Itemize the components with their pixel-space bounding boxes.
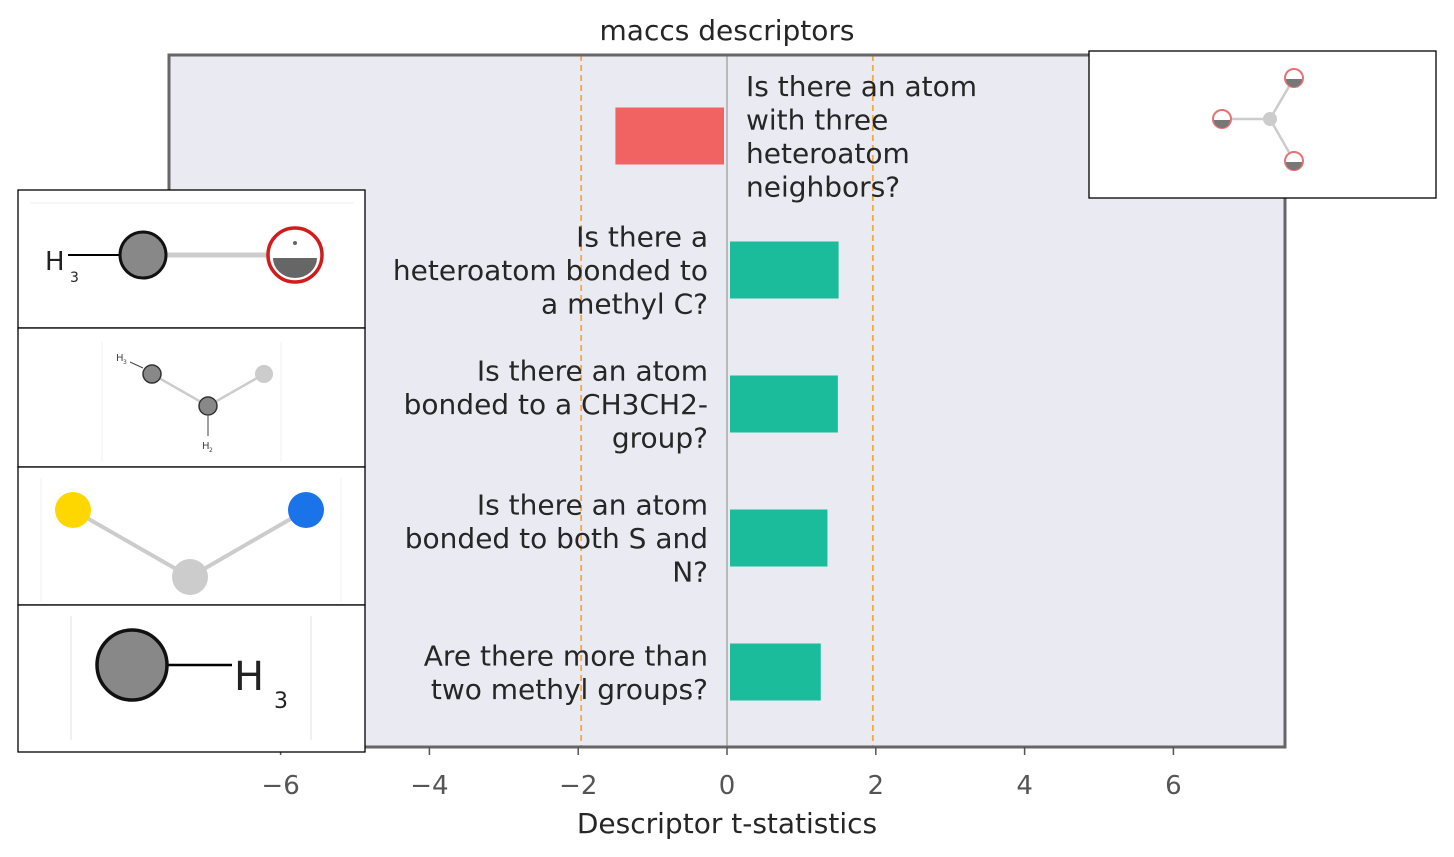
bar-label: Is there an atom [477, 489, 708, 522]
inset-h-label: H [202, 441, 210, 452]
inset-subscript-label: 2 [209, 447, 213, 454]
x-tick-label: −2 [559, 771, 597, 801]
inset-subscript-label: 3 [274, 689, 288, 714]
inset-h-label: H [234, 654, 264, 700]
bar-label: Is there an atom [746, 70, 977, 103]
molecule-s-c-n-icon [55, 492, 324, 595]
inset-h-label: H [45, 247, 65, 277]
inset-subscript-label: 3 [123, 359, 127, 366]
inset-heteroatom-methyl: H 3 [17, 189, 366, 329]
bar-label: bonded to both S and [405, 522, 708, 555]
bar-label: group? [612, 422, 708, 455]
bar [730, 643, 821, 701]
inset-subscript-label: 3 [70, 270, 79, 286]
x-tick-label: 2 [868, 771, 885, 801]
inset-sulfur-nitrogen [17, 466, 366, 606]
inset-ethyl-group: H 3 H 2 [17, 327, 366, 468]
molecule-three-heteroatoms-icon [1212, 68, 1304, 171]
x-tick-label: 6 [1165, 771, 1182, 801]
bar [730, 375, 838, 433]
inset-methyl: H 3 [17, 604, 366, 753]
molecule-ethyl-icon [129, 361, 273, 436]
bar [615, 107, 724, 165]
bar [730, 509, 828, 567]
bar-label: with three [746, 103, 888, 136]
bar-label: two methyl groups? [431, 673, 708, 706]
molecule-methyl-heteroatom-icon [68, 226, 324, 284]
bar-label: neighbors? [746, 170, 900, 203]
molecule-methyl-icon [95, 628, 232, 702]
bar-label: Is there a [576, 221, 708, 254]
bar-label: a methyl C? [541, 288, 708, 321]
x-tick-label: −6 [261, 771, 299, 801]
bar-label: heteroatom [746, 137, 910, 170]
bar-label: bonded to a CH3CH2- [404, 388, 708, 421]
x-tick-label: −4 [410, 771, 448, 801]
inset-three-heteroatom-neighbors [1088, 50, 1437, 199]
x-tick-label: 4 [1016, 771, 1033, 801]
bar-label: Is there an atom [477, 355, 708, 388]
inset-h-label: H [116, 353, 124, 364]
x-tick-label: 0 [719, 771, 736, 801]
bar [730, 241, 839, 299]
bar-label: Are there more than [424, 639, 708, 672]
bar-label: heteroatom bonded to [393, 254, 708, 287]
x-axis-label: Descriptor t-statistics [577, 807, 877, 840]
bar-label: N? [672, 556, 708, 589]
chart-title: maccs descriptors [600, 14, 855, 47]
